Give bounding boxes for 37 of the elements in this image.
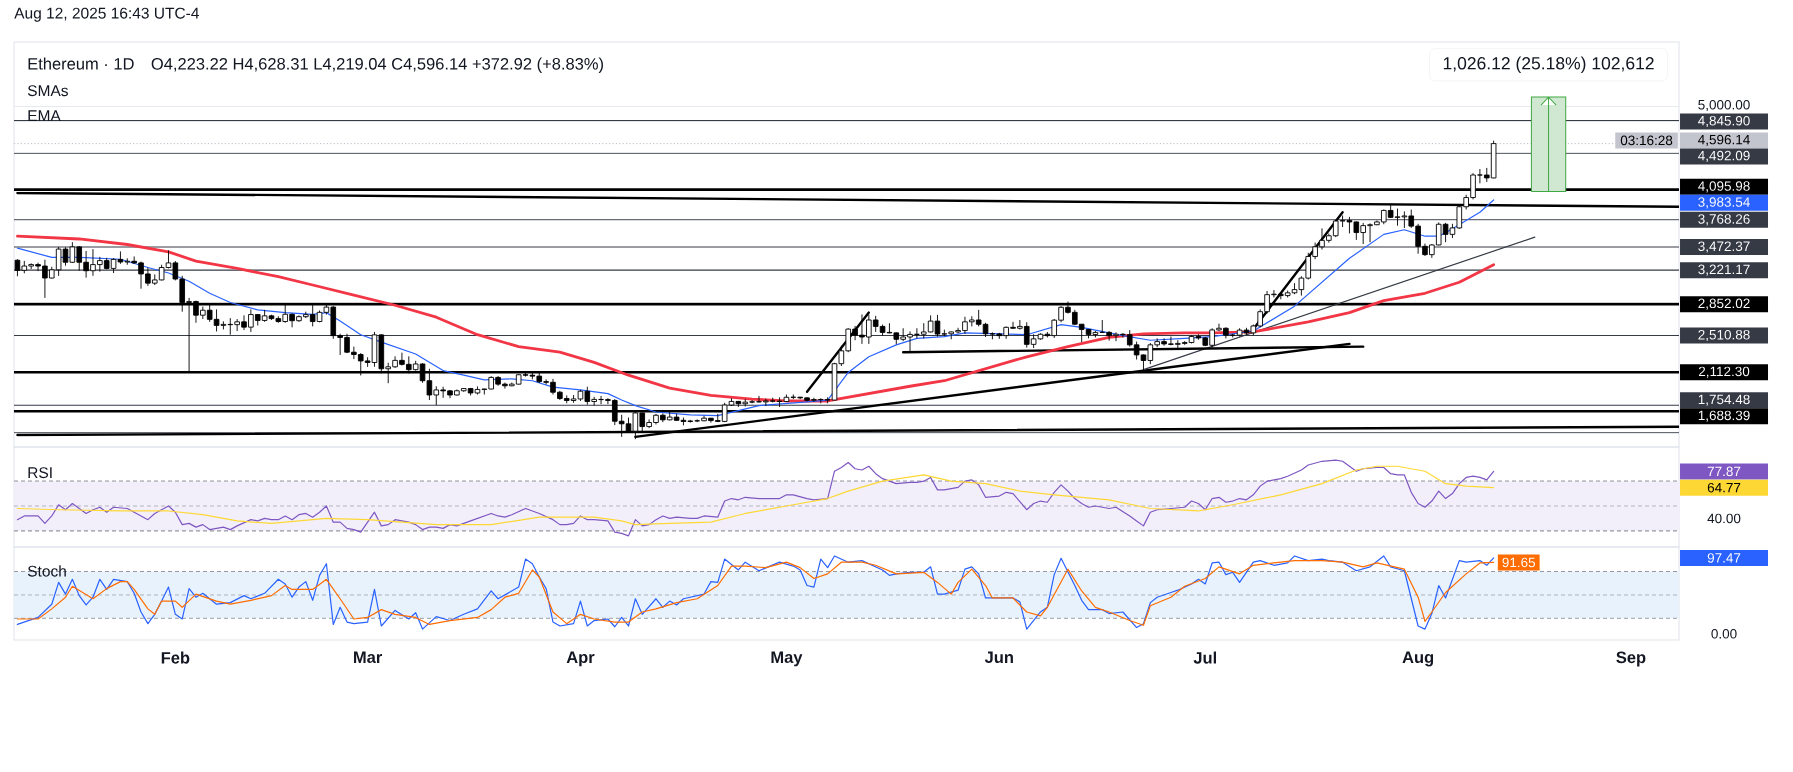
y-tick-label: 1,688.39 <box>1698 410 1750 422</box>
text: RSI <box>28 467 52 479</box>
y-tick-label: 64.77 <box>1707 482 1741 493</box>
x-tick-label: Apr <box>566 651 595 667</box>
x-tick-label: Jun <box>984 651 1013 664</box>
y-tick-label: 4,492.09 <box>1698 150 1750 162</box>
x-tick-label: Mar <box>354 651 383 664</box>
y-tick-label: 40.00 <box>1707 513 1741 524</box>
y-tick-label: 4,095.98 <box>1698 181 1750 193</box>
x-tick-label: Jul <box>1193 651 1217 664</box>
y-tick-label: 4,845.90 <box>1698 115 1750 128</box>
text: Aug 12, 2025 16:43 UTC-4 <box>14 7 199 22</box>
text: Stoch <box>27 565 66 577</box>
x-tick-label: Feb <box>161 651 190 664</box>
annotation: EMA <box>28 110 61 121</box>
annotation: 03:16:28 <box>1620 135 1673 146</box>
y-tick-label: 3,472.37 <box>1698 241 1750 253</box>
data-label: 91.65 <box>1502 557 1536 568</box>
annotation: SMAs <box>27 85 68 97</box>
y-tick-label: 3,768.26 <box>1698 214 1750 226</box>
text: O4,223.22 H4,628.31 L4,219.04 C4,596.14 +372.92 (+8.83%) <box>151 57 603 73</box>
y-tick-label: 0.00 <box>1711 628 1737 639</box>
x-tick-label: May <box>771 651 803 667</box>
text: Ethereum · 1D <box>28 57 134 70</box>
y-tick-label: 3,983.54 <box>1698 197 1750 209</box>
x-tick-label: Aug <box>1402 651 1434 667</box>
y-tick-label: 2,510.88 <box>1698 329 1750 342</box>
y-tick-label: 5,000.00 <box>1698 99 1750 112</box>
x-tick-label: Sep <box>1616 651 1646 667</box>
y-tick-label: 2,112.30 <box>1698 366 1750 378</box>
data-label: 1,026.12 (25.18%) 102,612 <box>1443 56 1654 73</box>
y-tick-label: 2,852.02 <box>1698 298 1750 310</box>
y-tick-label: 4,596.14 <box>1698 134 1750 146</box>
y-tick-label: 97.47 <box>1707 553 1741 563</box>
y-tick-label: 77.87 <box>1707 466 1741 477</box>
y-tick-label: 1,754.48 <box>1698 394 1750 406</box>
y-tick-label: 3,221.17 <box>1698 264 1750 276</box>
